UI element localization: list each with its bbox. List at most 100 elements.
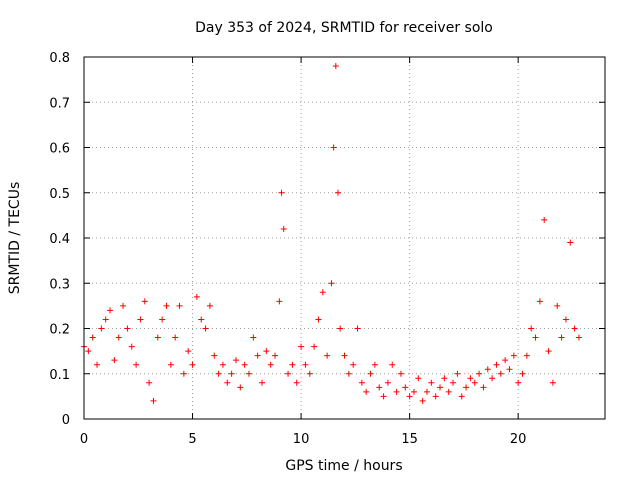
data-point [124, 325, 131, 332]
data-point [276, 298, 283, 305]
data-point [180, 370, 187, 377]
data-point [98, 325, 105, 332]
y-tick-label: 0.7 [49, 96, 70, 111]
data-point [502, 357, 509, 364]
data-point [389, 361, 396, 368]
data-point [337, 325, 344, 332]
data-point [133, 361, 140, 368]
data-point [250, 334, 257, 341]
data-point [332, 63, 339, 70]
y-tick-label: 0.1 [49, 368, 70, 383]
data-point [345, 370, 352, 377]
y-tick-label: 0.2 [49, 323, 70, 338]
data-point [89, 334, 96, 341]
data-point [141, 298, 148, 305]
data-point [259, 379, 266, 386]
data-point [384, 379, 391, 386]
data-point [402, 384, 409, 391]
data-point [432, 393, 439, 400]
data-point [423, 388, 430, 395]
data-point [330, 144, 337, 151]
data-point [497, 370, 504, 377]
x-tick-labels: 0 5 10 15 20 [80, 432, 527, 447]
data-point [150, 397, 157, 404]
data-point [350, 361, 357, 368]
y-tick-label: 0.5 [49, 187, 70, 202]
data-point [306, 370, 313, 377]
data-point [532, 334, 539, 341]
data-point [454, 370, 461, 377]
data-point [206, 302, 213, 309]
data-point [567, 239, 574, 246]
data-point [263, 348, 270, 355]
data-point [137, 316, 144, 323]
data-point [176, 302, 183, 309]
data-point [376, 384, 383, 391]
data-point [397, 370, 404, 377]
data-point [523, 352, 530, 359]
y-tick-label: 0.8 [49, 51, 70, 66]
data-point [267, 361, 274, 368]
data-point [315, 316, 322, 323]
y-tick-label: 0.3 [49, 277, 70, 292]
data-point [298, 343, 305, 350]
data-point [493, 361, 500, 368]
data-point [506, 366, 513, 373]
data-point [211, 352, 218, 359]
data-point [111, 357, 118, 364]
data-point [410, 388, 417, 395]
data-point [441, 375, 448, 382]
data-point [471, 379, 478, 386]
data-point [467, 375, 474, 382]
data-point [146, 379, 153, 386]
data-point [115, 334, 122, 341]
x-tick-label: 10 [293, 432, 310, 447]
y-axis-label: SRMTID / TECUs [7, 182, 23, 295]
data-point [172, 334, 179, 341]
data-point [536, 298, 543, 305]
data-point [341, 352, 348, 359]
data-point [549, 379, 556, 386]
data-point [102, 316, 109, 323]
data-point [198, 316, 205, 323]
data-point [237, 384, 244, 391]
data-point [450, 379, 457, 386]
data-point [541, 216, 548, 223]
data-point [428, 379, 435, 386]
data-point [554, 302, 561, 309]
x-tick-label: 0 [80, 432, 88, 447]
data-point [167, 361, 174, 368]
data-point [278, 189, 285, 196]
data-point [406, 393, 413, 400]
data-point [575, 334, 582, 341]
data-point [245, 370, 252, 377]
data-point [519, 370, 526, 377]
data-point [159, 316, 166, 323]
data-point [371, 361, 378, 368]
x-axis-label: GPS time / hours [285, 458, 402, 474]
data-point [437, 384, 444, 391]
data-point [545, 348, 552, 355]
data-point [193, 293, 200, 300]
data-point [154, 334, 161, 341]
data-point [254, 352, 261, 359]
data-point [515, 379, 522, 386]
data-point [334, 189, 341, 196]
data-point [120, 302, 127, 309]
x-tick-label: 15 [401, 432, 418, 447]
data-point [510, 352, 517, 359]
data-point [458, 393, 465, 400]
data-point [280, 225, 287, 232]
y-tick-labels: 0 0.1 0.2 0.3 0.4 0.5 0.6 0.7 0.8 [49, 51, 70, 428]
data-point [85, 348, 92, 355]
data-point [324, 352, 331, 359]
data-points [81, 63, 582, 404]
data-point [302, 361, 309, 368]
y-tick-label: 0.6 [49, 142, 70, 157]
x-tick-label: 20 [510, 432, 527, 447]
data-point [272, 352, 279, 359]
data-point [571, 325, 578, 332]
data-point [463, 384, 470, 391]
